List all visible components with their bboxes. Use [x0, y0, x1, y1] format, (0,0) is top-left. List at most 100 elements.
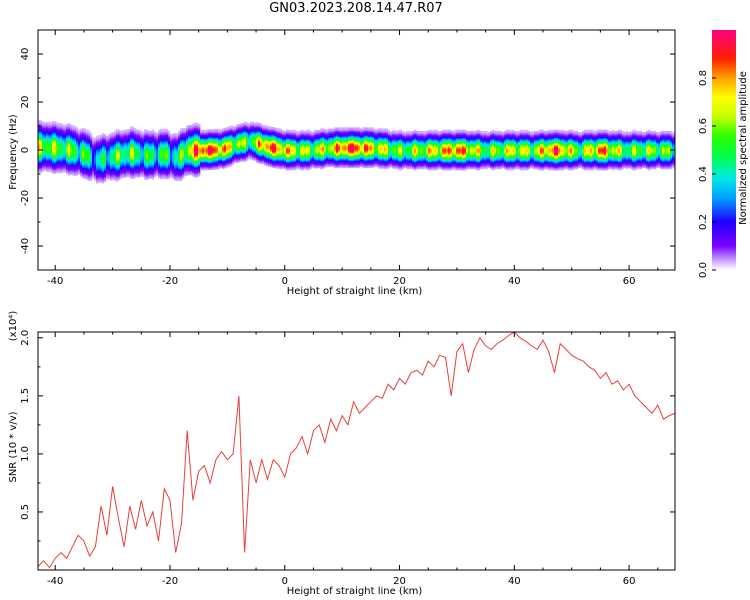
- heatmap-cell: [176, 178, 179, 182]
- heatmap-cell: [180, 148, 183, 152]
- heatmap-cell: [116, 132, 119, 135]
- heatmap-cell: [94, 153, 97, 156]
- heatmap-cell: [132, 130, 135, 133]
- heatmap-cell: [204, 146, 207, 149]
- heatmap-cell: [176, 145, 179, 148]
- heatmap-cell: [184, 140, 187, 143]
- heatmap-cell: [252, 129, 255, 132]
- heatmap-cell: [294, 156, 297, 159]
- heatmap-cell: [284, 158, 287, 161]
- heatmap-cell: [108, 160, 111, 164]
- heatmap-cell: [116, 172, 119, 175]
- heatmap-cell: [88, 135, 91, 138]
- heatmap-cell: [286, 157, 289, 160]
- heatmap-cell: [200, 147, 203, 151]
- heatmap-cell: [76, 133, 79, 136]
- heatmap-cell: [186, 156, 189, 160]
- heatmap-cell: [258, 142, 261, 145]
- heatmap-cell: [288, 132, 291, 135]
- heatmap-cell: [254, 139, 257, 142]
- heatmap-cell: [40, 158, 43, 161]
- heatmap-cell: [226, 145, 229, 148]
- heatmap-cell: [298, 152, 301, 155]
- heatmap-cell: [162, 167, 165, 170]
- heatmap-cell: [214, 130, 217, 133]
- heatmap-cell: [38, 127, 41, 130]
- heatmap-cell: [202, 156, 205, 159]
- heatmap-cell: [306, 162, 309, 165]
- heatmap-cell: [196, 128, 199, 131]
- heatmap-cell: [134, 150, 137, 154]
- heatmap-cell: [244, 137, 247, 140]
- heatmap-cell: [274, 129, 277, 133]
- heatmap-cell: [252, 149, 255, 152]
- heatmap-cell: [264, 127, 267, 130]
- heatmap-cell: [178, 154, 181, 158]
- heatmap-cell: [192, 143, 195, 146]
- heatmap-cell: [304, 150, 307, 153]
- heatmap-cell: [240, 133, 243, 136]
- heatmap-cell: [74, 139, 77, 142]
- heatmap-cell: [78, 136, 81, 139]
- heatmap-cell: [64, 140, 67, 143]
- heatmap-cell: [104, 142, 107, 145]
- heatmap-cell: [222, 147, 225, 150]
- heatmap-cell: [184, 149, 187, 153]
- heatmap-cell: [70, 141, 73, 144]
- heatmap-cell: [96, 164, 99, 167]
- heatmap-cell: [176, 169, 179, 172]
- heatmap-cell: [174, 166, 177, 169]
- heatmap-cell: [202, 158, 205, 161]
- heatmap-cell: [218, 130, 221, 133]
- heatmap-cell: [122, 168, 125, 171]
- heatmap-cell: [70, 166, 73, 170]
- heatmap-cell: [90, 170, 93, 173]
- heatmap-cell: [50, 158, 53, 161]
- heatmap-cell: [234, 155, 237, 158]
- heatmap-cell: [44, 146, 47, 149]
- heatmap-cell: [256, 137, 259, 141]
- heatmap-cell: [230, 161, 233, 164]
- heatmap-cell: [170, 137, 173, 140]
- heatmap-cell: [148, 165, 151, 169]
- heatmap-cell: [188, 138, 191, 141]
- heatmap-cell: [242, 126, 245, 130]
- heatmap-cell: [136, 160, 139, 163]
- heatmap-cell: [90, 148, 93, 151]
- heatmap-cell: [72, 156, 75, 159]
- heatmap-cell: [280, 151, 283, 154]
- heatmap-cell: [294, 164, 297, 167]
- heatmap-cell: [276, 151, 279, 155]
- heatmap-cell: [158, 143, 161, 146]
- heatmap-cell: [130, 159, 133, 163]
- heatmap-cell: [48, 124, 51, 127]
- heatmap-cell: [134, 171, 137, 174]
- heatmap-cell: [148, 170, 151, 173]
- heatmap-cell: [72, 157, 75, 160]
- heatmap-cell: [132, 151, 135, 155]
- heatmap-cell: [186, 140, 189, 143]
- heatmap-cell: [212, 136, 215, 139]
- heatmap-cell: [38, 161, 41, 164]
- heatmap-cell: [64, 155, 67, 159]
- heatmap-cell: [108, 153, 111, 156]
- heatmap-cell: [270, 160, 273, 163]
- heatmap-cell: [166, 144, 169, 148]
- heatmap-cell: [198, 157, 201, 160]
- heatmap-cell: [286, 137, 289, 140]
- heatmap-cell: [62, 143, 65, 147]
- heatmap-cell: [186, 142, 189, 145]
- heatmap-cell: [128, 131, 131, 134]
- heatmap-cell: [116, 154, 119, 157]
- heatmap-cell: [178, 152, 181, 155]
- heatmap-cell: [286, 134, 289, 137]
- heatmap-cell: [96, 171, 99, 174]
- heatmap-cell: [82, 167, 85, 170]
- heatmap-cell: [48, 138, 51, 141]
- heatmap-cell: [288, 150, 291, 153]
- heatmap-cell: [196, 173, 199, 176]
- heatmap-cell: [54, 136, 57, 140]
- heatmap-cell: [168, 154, 171, 158]
- heatmap-cell: [142, 165, 145, 168]
- heatmap-cell: [238, 126, 241, 129]
